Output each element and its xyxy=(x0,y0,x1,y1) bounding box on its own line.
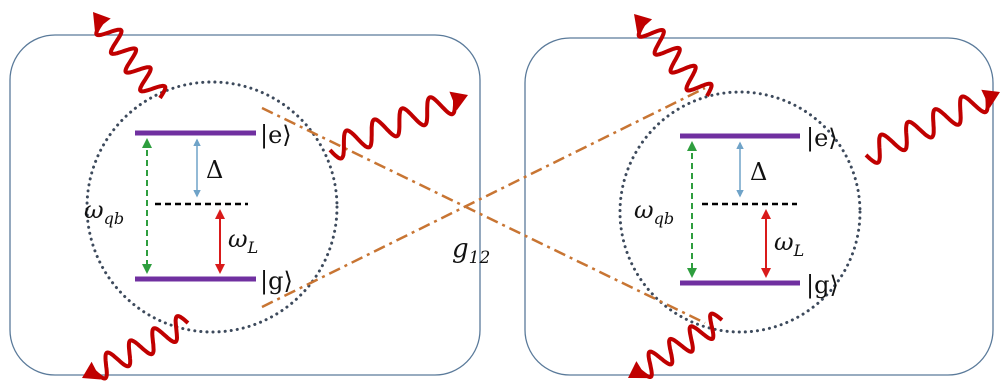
photon-right-bottom xyxy=(638,311,724,379)
laser-frequency-label-right: ωL xyxy=(774,228,804,260)
ground-state-label-right: |g⟩ xyxy=(806,271,839,300)
photon-right-out-arrowhead xyxy=(981,89,1000,108)
cavity-box-left xyxy=(9,34,481,376)
photon-left-bottom-arrowhead xyxy=(82,361,101,380)
photon-left-top xyxy=(94,21,168,100)
coupling-lines xyxy=(261,86,706,325)
photon-left-out xyxy=(328,95,457,161)
photon-right-top-arrowhead xyxy=(634,14,653,33)
laser-frequency-label-left: ωL xyxy=(228,225,258,257)
coupling-line-2 xyxy=(261,86,706,309)
detuning-label-left: Δ xyxy=(206,156,223,184)
cavity-left: |e⟩ |g⟩ Δ ωqb ωL xyxy=(9,34,481,376)
photon-group xyxy=(82,12,1000,381)
photon-left-bottom xyxy=(93,314,190,381)
detuning-label-right: Δ xyxy=(750,158,767,186)
ground-state-label-left: |g⟩ xyxy=(260,267,293,296)
excited-state-label-right: |e⟩ xyxy=(806,124,838,153)
photon-right-bottom-arrowhead xyxy=(628,361,647,379)
coupling-line-1 xyxy=(261,106,706,325)
photon-right-out xyxy=(864,94,990,165)
cavity-right: |e⟩ |g⟩ Δ ωqb ωL xyxy=(524,37,994,376)
excited-state-label-left: |e⟩ xyxy=(260,121,292,150)
photon-left-top-arrowhead xyxy=(93,12,111,31)
cavity-box-right xyxy=(524,37,994,376)
photon-right-top xyxy=(636,23,714,97)
qubit-frequency-label-right: ωqb xyxy=(634,196,674,228)
qubit-frequency-label-left: ωqb xyxy=(84,196,124,228)
qubit-circle-right xyxy=(618,90,862,334)
photon-left-out-arrowhead xyxy=(449,91,468,111)
coupling-strength-label: g12 xyxy=(452,234,490,268)
qubit-circle-left xyxy=(85,80,339,334)
